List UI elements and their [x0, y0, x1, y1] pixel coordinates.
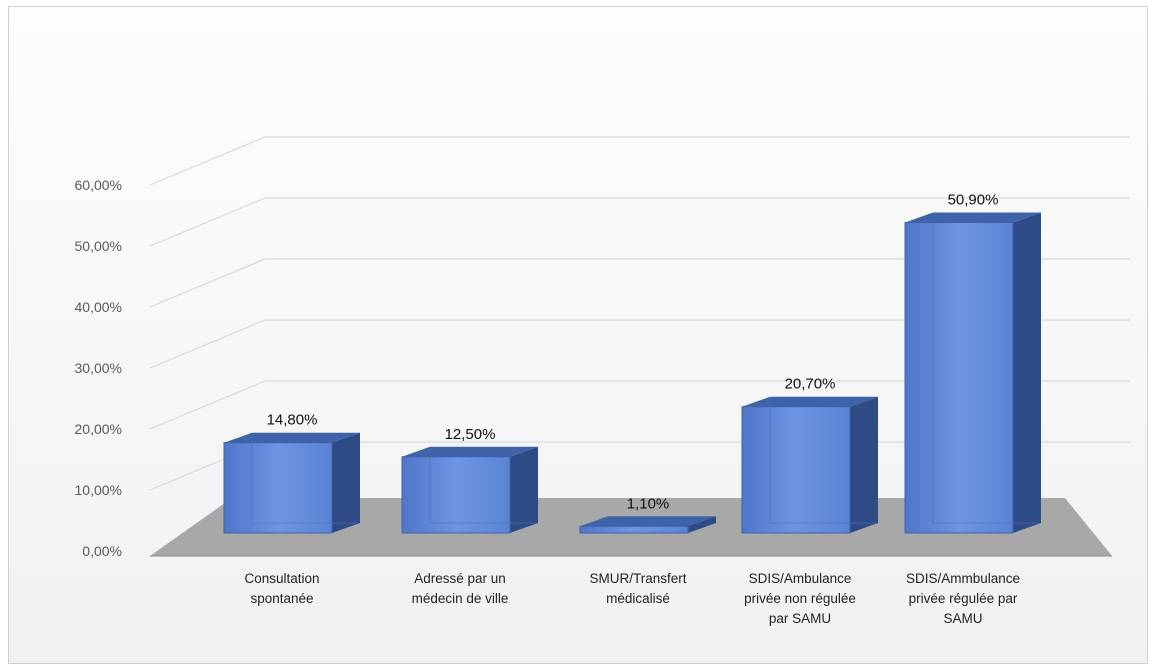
bar-edge — [429, 448, 536, 524]
bar-edge — [251, 434, 358, 524]
bar-front — [401, 456, 511, 534]
bar — [223, 432, 360, 534]
data-labels: 14,80% 12,50% 1,10% 20,70% 50,90% — [267, 192, 999, 513]
gridline — [149, 136, 1130, 186]
data-label: 1,10% — [627, 495, 670, 512]
bar-top — [580, 516, 716, 527]
y-tick-label: 50,00% — [75, 238, 122, 254]
bar-edge — [769, 398, 876, 524]
bar-top — [742, 396, 878, 407]
y-tick-label: 60,00% — [75, 177, 122, 193]
data-label: 50,90% — [948, 192, 999, 209]
bar-side — [510, 446, 538, 533]
data-label: 14,80% — [267, 412, 318, 429]
bar-top — [905, 212, 1041, 223]
gridline — [149, 197, 1130, 247]
bar-side — [332, 432, 360, 533]
bar-front — [741, 406, 851, 534]
x-category-label: SMUR/Transfert médicalisé — [589, 571, 686, 606]
data-label: 20,70% — [785, 376, 836, 393]
bar-front — [579, 525, 689, 534]
bar-top — [402, 446, 538, 457]
bar — [904, 212, 1041, 534]
y-axis: 0,00% 10,00% 20,00% 30,00% 40,00% 50,00% 60,00… — [75, 177, 1112, 559]
bars — [223, 212, 1041, 534]
bar — [741, 396, 878, 534]
data-label: 12,50% — [445, 426, 496, 443]
bar-side — [1013, 212, 1041, 533]
bar-edge — [932, 214, 1039, 524]
bar-top — [224, 432, 360, 443]
x-category-label: Consultation spontanée — [244, 571, 319, 606]
bar — [401, 446, 538, 534]
bar-side — [850, 396, 878, 533]
gridline — [149, 380, 1130, 430]
gridline — [149, 258, 1130, 308]
y-tick-label: 20,00% — [75, 421, 122, 437]
y-tick-label: 0,00% — [82, 543, 122, 559]
y-tick-label: 30,00% — [75, 360, 122, 376]
y-tick-label: 10,00% — [75, 482, 122, 498]
bar-front — [904, 222, 1014, 534]
bar-front — [223, 442, 333, 534]
gridline — [149, 319, 1130, 369]
x-category-label: Adressé par un médecin de ville — [412, 571, 509, 606]
x-category-label: SDIS/Ammbulance privée régulée par SAMU — [906, 571, 1020, 626]
x-category-label: SDIS/Ambulance privée non régulée par SAMU — [744, 571, 856, 626]
x-axis: Consultation spontanée Adressé par un médec… — [244, 571, 1020, 626]
bar-side — [688, 516, 716, 533]
y-tick-label: 40,00% — [75, 299, 122, 315]
bar — [579, 516, 716, 534]
